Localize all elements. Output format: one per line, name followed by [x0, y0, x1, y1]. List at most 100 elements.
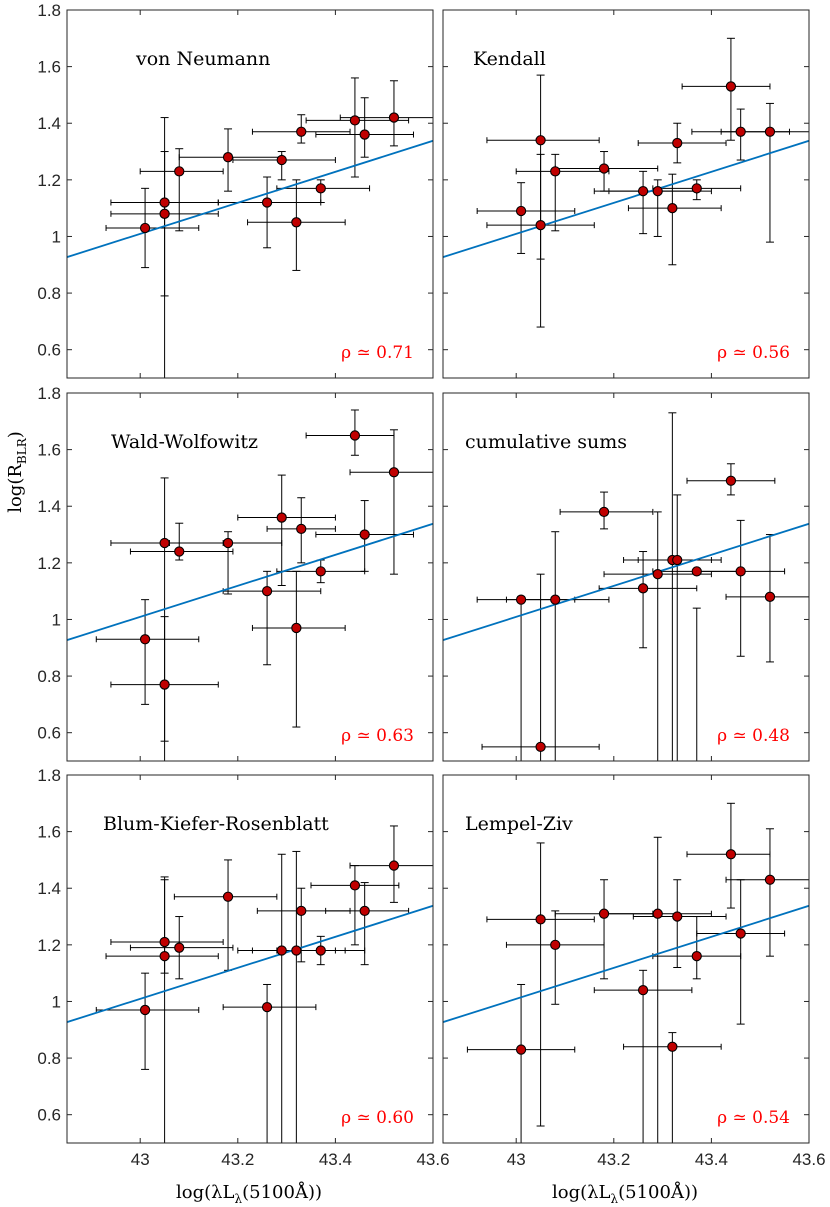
error-bar [481, 573, 600, 761]
rho-label: ρ ≃ 0.63 [341, 726, 414, 746]
axes-frame [66, 774, 434, 1144]
data-point [515, 594, 527, 605]
data-point [261, 586, 273, 597]
y-axis-label-close: ) [5, 431, 26, 438]
data-point [637, 583, 649, 594]
error-bar [95, 972, 200, 1070]
y-tick-label: 1.2 [37, 171, 61, 190]
plot-area [443, 802, 809, 1143]
data-point [359, 905, 370, 917]
panels: 0.6 0.8 1 1.2 1.4 1.6 1.8 von Neumann ρ ≃ 0.71 Ke… [37, 1, 825, 1169]
y-tick-label: 1.4 [37, 114, 61, 133]
y-tick-label: 1.4 [37, 879, 61, 898]
y-tick-label: 0.8 [37, 1049, 61, 1068]
data-point [652, 186, 663, 197]
data-point [667, 203, 678, 214]
data-point [315, 183, 326, 194]
y-tick-label: 1 [52, 610, 61, 629]
fit-line [67, 904, 433, 1023]
x-axis-label-right: log(λLλ(5100Å)) [552, 1181, 698, 1206]
fit-line [443, 904, 809, 1023]
rho-label: ρ ≃ 0.48 [717, 726, 790, 746]
y-tick-label: 0.8 [37, 284, 61, 303]
panel-title: cumulative sums [465, 431, 627, 453]
fit-line [443, 522, 809, 641]
data-point [764, 874, 776, 885]
rho-label: ρ ≃ 0.56 [717, 343, 790, 363]
data-point [637, 984, 649, 996]
error-bar [315, 97, 414, 158]
plot-area [443, 37, 809, 328]
data-point [550, 166, 561, 177]
x-tick-label: 43 [131, 1150, 150, 1169]
data-point [291, 622, 302, 634]
y-tick-label: 0.6 [37, 724, 61, 743]
y-tick-label: 1.2 [37, 936, 61, 955]
data-point [159, 936, 170, 948]
error-bar [593, 969, 693, 1143]
error-bar [251, 850, 346, 1143]
error-bar [476, 182, 576, 254]
data-point [672, 137, 683, 149]
data-point [691, 566, 702, 577]
data-point [174, 546, 185, 557]
error-bar [325, 882, 410, 966]
axes-frame [66, 9, 434, 379]
y-tick-label: 1.8 [37, 1, 61, 20]
axes-frame [66, 392, 434, 762]
data-point [291, 945, 302, 956]
panel-4: cumulative sums ρ ≃ 0.48 [442, 392, 810, 762]
y-tick-label: 1 [52, 227, 61, 246]
data-point [652, 569, 663, 580]
error-bar [349, 429, 433, 575]
y-tick-label: 1.4 [37, 497, 61, 516]
error-bar [310, 865, 400, 946]
fit-line [443, 139, 809, 258]
panel-title: Blum-Kiefer-Rosenblatt [103, 813, 329, 835]
error-bar [505, 531, 610, 761]
axes-frame [442, 9, 810, 379]
data-point [535, 741, 546, 752]
data-point [667, 1041, 678, 1052]
data-point [359, 529, 370, 540]
data-point [296, 905, 307, 917]
x-tick-label: 43 [507, 1150, 526, 1169]
error-bar [110, 477, 224, 761]
data-point [139, 1004, 151, 1016]
data-point [296, 126, 307, 137]
data-point [349, 115, 361, 126]
error-bar [598, 551, 698, 649]
error-bar [173, 859, 278, 971]
error-bar [720, 102, 809, 243]
y-tick-label: 1.6 [37, 441, 61, 460]
data-point [261, 1001, 273, 1013]
data-point [764, 591, 776, 602]
data-point [388, 860, 400, 871]
data-point [515, 1044, 527, 1055]
y-tick-label: 1.6 [37, 58, 61, 77]
data-point [672, 554, 683, 566]
error-bar [554, 879, 654, 980]
panel-1: 0.6 0.8 1 1.2 1.4 1.6 1.8 von Neumann ρ ≃ 0.71 [37, 1, 434, 379]
y-axis-label: log(RBLR) [5, 431, 29, 513]
error-bar [486, 74, 600, 260]
rho-label: ρ ≃ 0.54 [717, 1108, 790, 1128]
panel-title: von Neumann [135, 48, 270, 70]
data-point [159, 208, 170, 219]
error-bar [305, 77, 410, 178]
panel-2: Kendall ρ ≃ 0.56 [442, 9, 810, 379]
error-bar [110, 117, 219, 378]
x-tick-label: 43.4 [695, 1150, 728, 1169]
data-point [159, 679, 170, 690]
data-point [276, 945, 287, 956]
data-point [598, 908, 610, 919]
y-tick-label: 0.6 [37, 1106, 61, 1125]
data-point [315, 945, 326, 956]
error-bar [466, 983, 576, 1143]
y-tick-label: 1.2 [37, 554, 61, 573]
data-point [222, 537, 234, 549]
data-point [598, 163, 610, 174]
y-tick-label: 1.8 [37, 384, 61, 403]
x-tick-label: 43.4 [319, 1150, 352, 1169]
